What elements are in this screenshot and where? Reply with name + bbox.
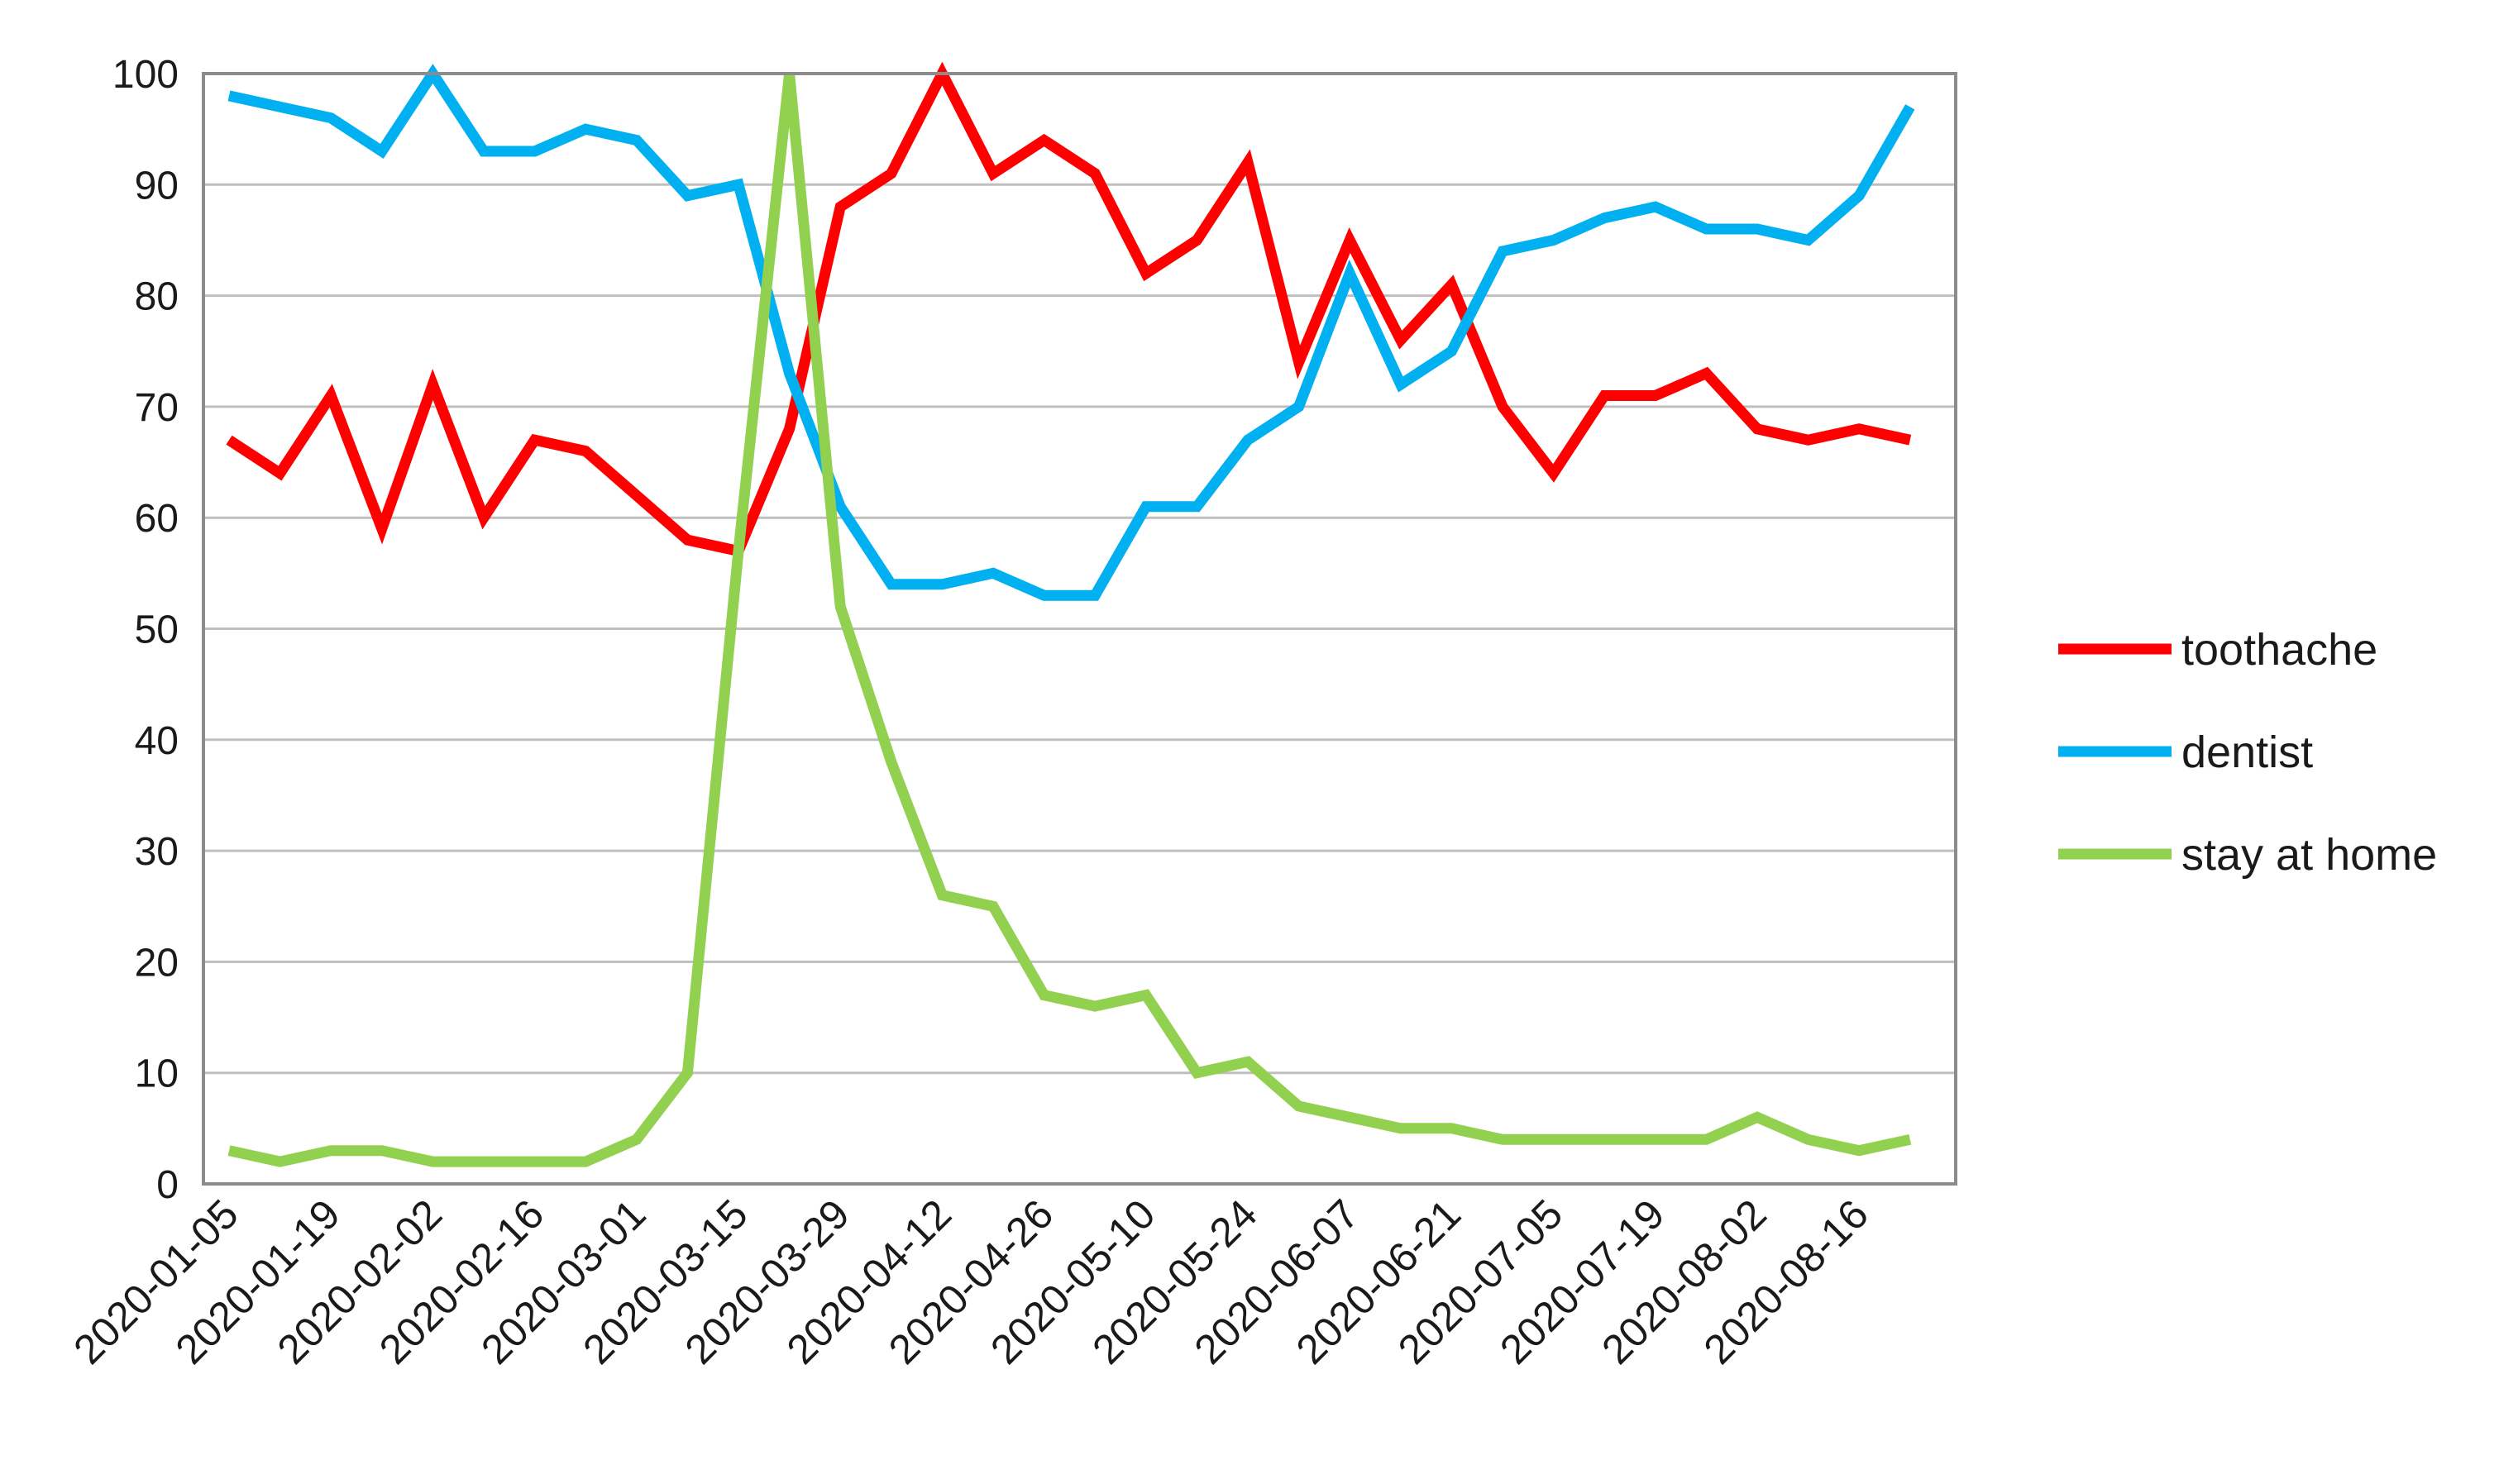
y-tick-label: 10 bbox=[135, 1052, 179, 1096]
y-tick-label: 100 bbox=[112, 53, 179, 97]
y-tick-label: 20 bbox=[135, 941, 179, 985]
series-line-dentist bbox=[227, 64, 1915, 601]
y-tick-label: 90 bbox=[135, 164, 179, 208]
y-tick-label: 40 bbox=[135, 719, 179, 763]
y-tick-label: 30 bbox=[135, 830, 179, 874]
legend-label-dentist: dentist bbox=[2181, 728, 2313, 777]
y-tick-label: 50 bbox=[135, 608, 179, 652]
legend: toothache dentist stay at home bbox=[2058, 625, 2437, 880]
y-tick-label: 80 bbox=[135, 275, 179, 319]
legend-label-stay-at-home: stay at home bbox=[2181, 830, 2437, 880]
series-lines bbox=[226, 61, 1915, 1167]
plot-area-border bbox=[202, 72, 1957, 1186]
y-tick-label: 0 bbox=[156, 1163, 179, 1207]
gridlines bbox=[203, 183, 1956, 1075]
series-line-toothache bbox=[226, 61, 1912, 558]
y-axis: 0 10 20 30 40 50 60 70 80 90 100 bbox=[112, 53, 179, 1207]
y-tick-label: 70 bbox=[135, 386, 179, 430]
x-axis: 2020-01-052020-01-192020-02-022020-02-16… bbox=[65, 1191, 1877, 1372]
legend-label-toothache: toothache bbox=[2181, 625, 2377, 675]
series-line-stay-at-home bbox=[227, 73, 1912, 1167]
y-tick-label: 60 bbox=[135, 497, 179, 541]
